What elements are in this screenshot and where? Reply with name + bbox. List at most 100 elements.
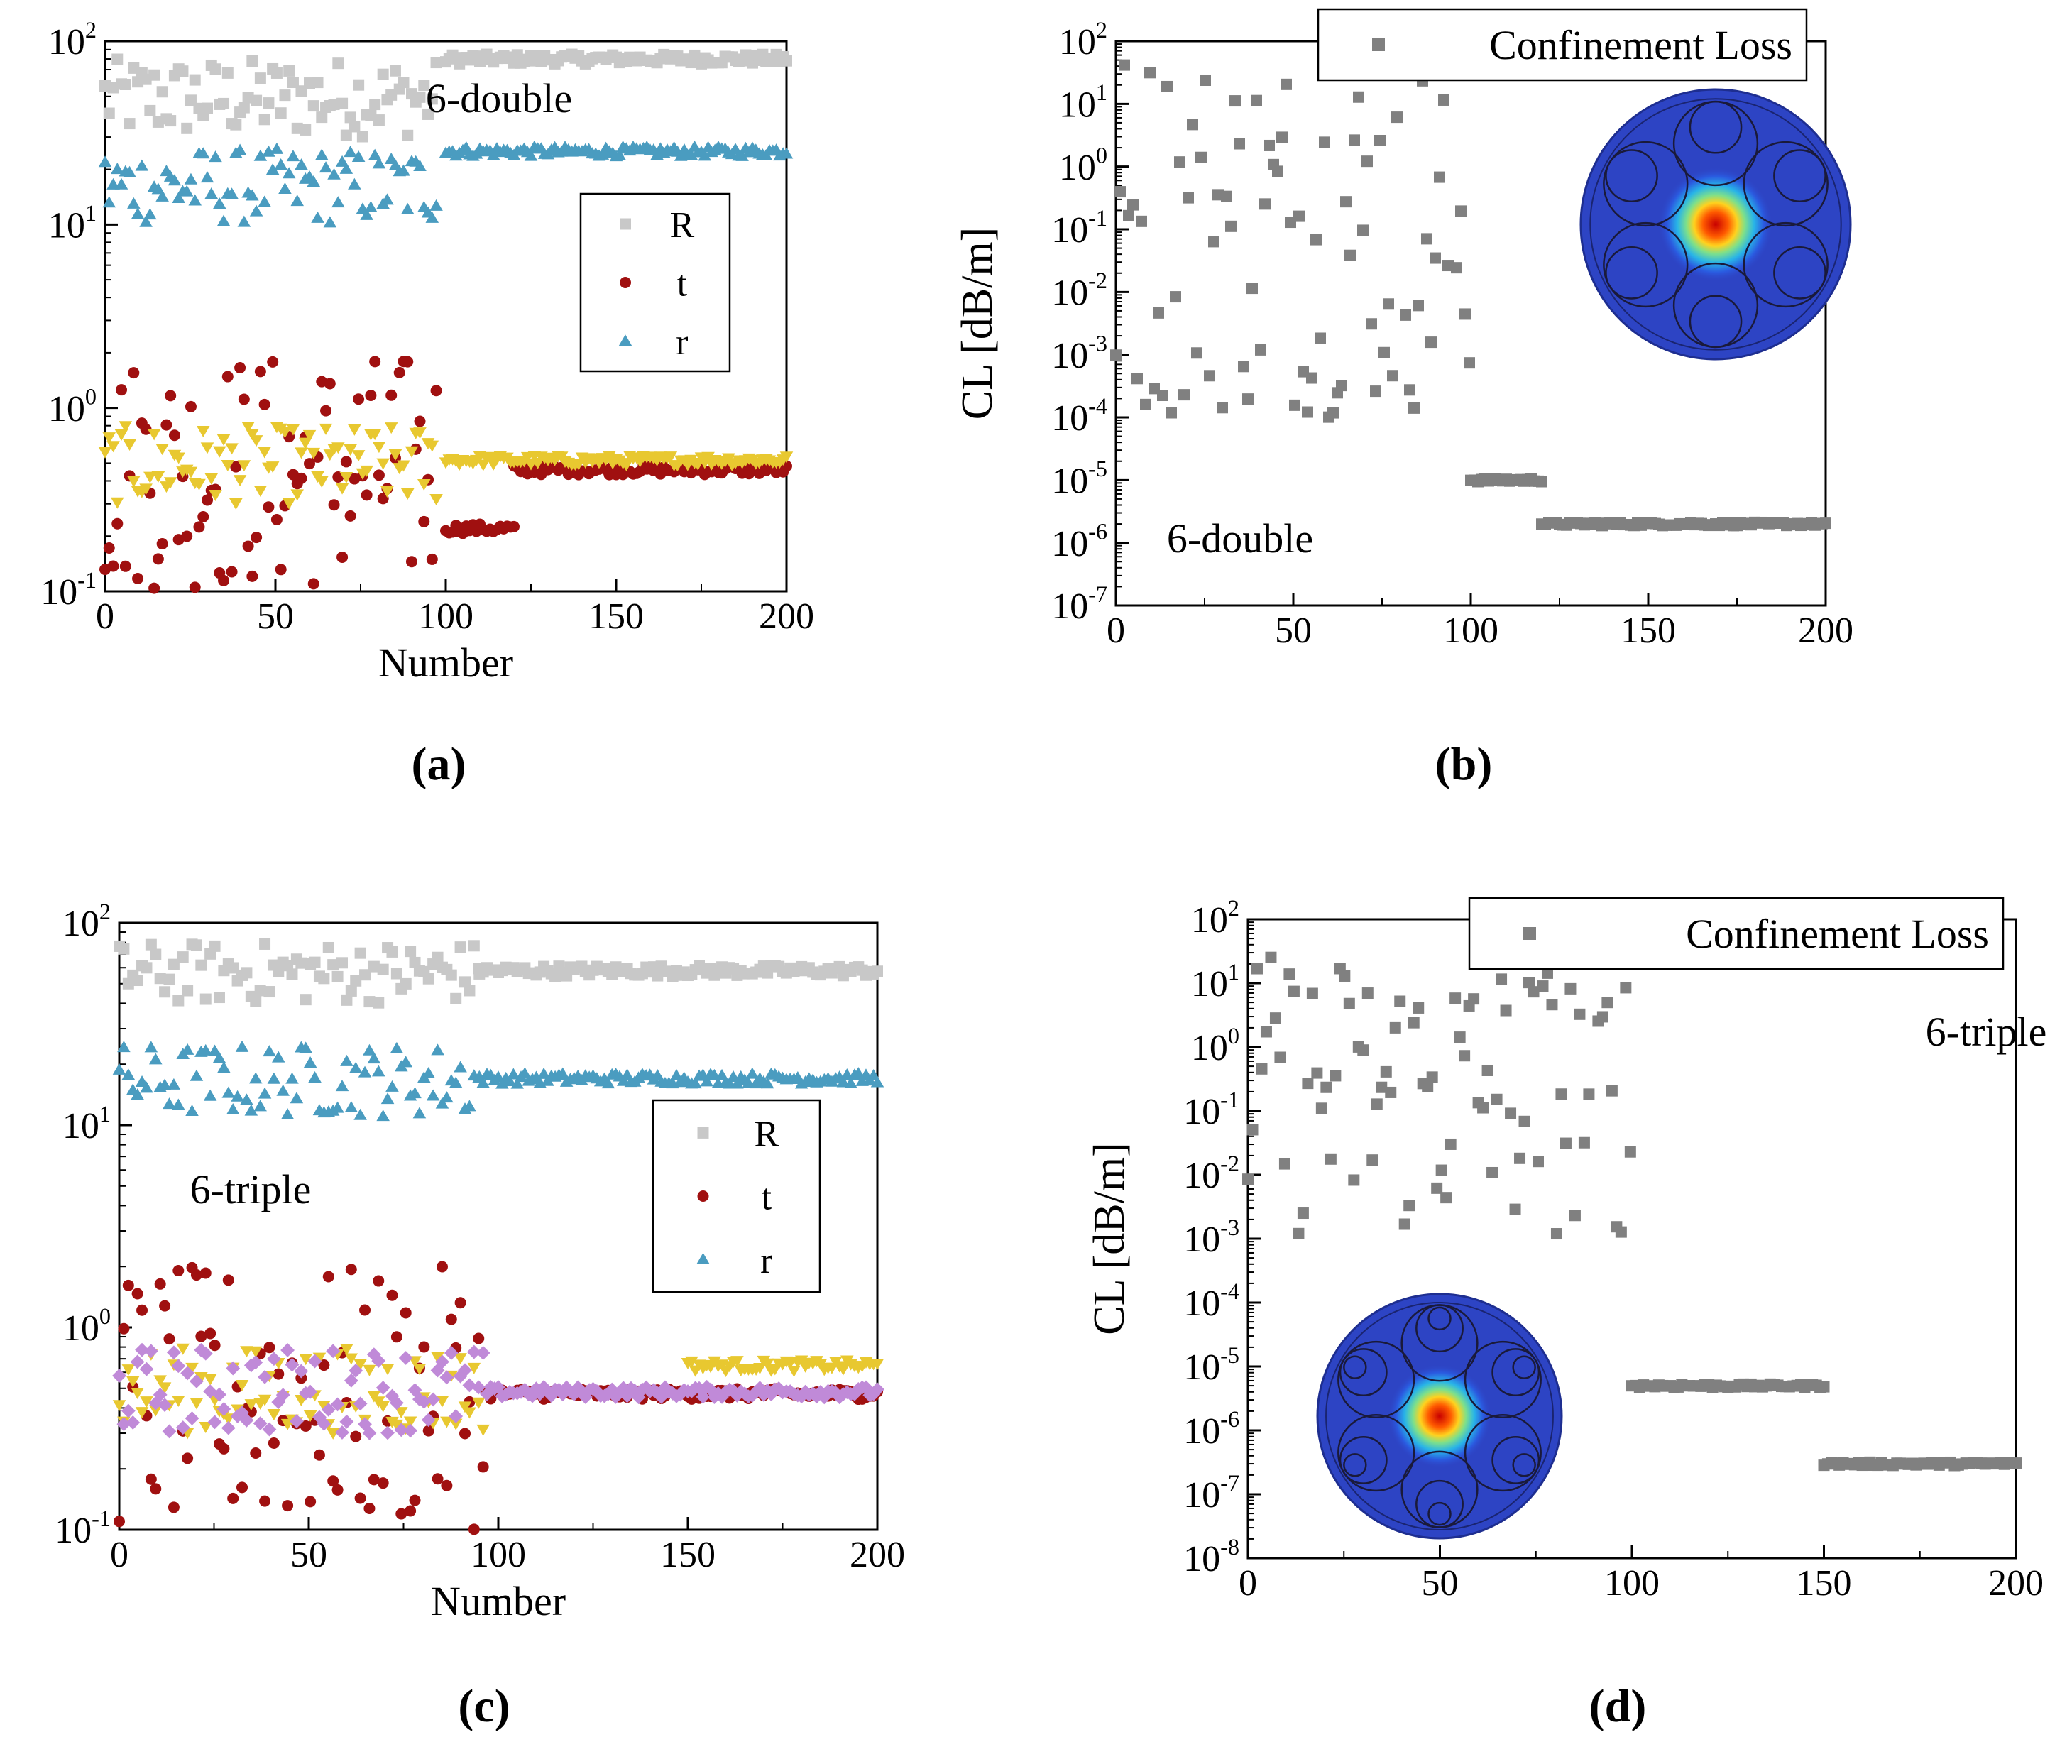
x-tick-label: 0: [1239, 1563, 1257, 1604]
data-point: [1327, 407, 1339, 419]
x-tick-label: 200: [1988, 1563, 2044, 1604]
data-point: [308, 1071, 322, 1083]
data-point: [403, 1416, 417, 1428]
data-point: [235, 1380, 249, 1392]
data-point: [340, 1344, 353, 1356]
data-point: [246, 55, 258, 67]
data-point: [1348, 1174, 1360, 1186]
data-point: [114, 177, 128, 190]
data-point: [389, 1396, 404, 1410]
legend-label: R: [754, 1114, 779, 1155]
caption: (a): [412, 738, 466, 790]
data-point: [165, 115, 177, 127]
data-point: [153, 1387, 168, 1402]
y-tick-label: 10-1: [55, 1506, 111, 1551]
data-point: [154, 973, 166, 985]
data-point: [330, 1397, 345, 1412]
data-point: [354, 1492, 366, 1504]
data-point: [176, 1343, 190, 1355]
data-point: [317, 1416, 331, 1431]
data-point: [185, 400, 197, 412]
data-point: [376, 1401, 390, 1413]
data-point: [1251, 94, 1262, 106]
data-point: [339, 1414, 354, 1429]
data-point: [253, 1100, 267, 1112]
data-point: [163, 973, 175, 985]
data-point: [245, 1406, 257, 1418]
data-point: [1477, 1102, 1489, 1114]
data-point: [241, 967, 253, 979]
data-point: [373, 114, 385, 126]
data-point: [102, 432, 116, 444]
data-point: [286, 150, 300, 162]
data-point: [362, 1425, 377, 1440]
data-point: [135, 1342, 149, 1357]
data-point: [263, 986, 275, 998]
data-point: [163, 1333, 175, 1345]
data-point: [144, 104, 156, 116]
data-point: [1242, 393, 1254, 405]
data-point: [300, 1420, 312, 1432]
data-point: [377, 1477, 389, 1489]
y-tick-label: 10-3: [1183, 1215, 1239, 1260]
legend-marker: [697, 1190, 709, 1202]
data-point: [209, 63, 221, 75]
data-point: [463, 1100, 476, 1112]
data-point: [468, 940, 480, 952]
data-point: [418, 80, 430, 92]
data-point: [147, 429, 161, 441]
data-point: [380, 1364, 395, 1376]
data-point: [282, 498, 296, 510]
data-point: [309, 956, 321, 968]
data-point: [870, 1359, 884, 1371]
data-point: [341, 994, 353, 1006]
data-point: [418, 1341, 430, 1353]
data-point: [1514, 1152, 1526, 1164]
x-tick-label: 0: [1107, 610, 1125, 651]
y-tick-label: 10-5: [1051, 456, 1107, 501]
data-point: [198, 1346, 213, 1361]
data-point: [1281, 78, 1292, 90]
data-point: [376, 458, 390, 470]
data-point: [471, 1380, 486, 1395]
data-point: [254, 366, 266, 378]
data-point: [696, 1389, 711, 1404]
data-point: [233, 143, 247, 155]
data-point: [209, 1340, 221, 1352]
data-point: [1306, 372, 1317, 384]
data-point: [1288, 985, 1300, 997]
data-point: [140, 1081, 153, 1093]
data-point: [1383, 298, 1394, 310]
data-point: [395, 1407, 408, 1419]
data-point: [390, 1419, 404, 1431]
data-point: [1217, 402, 1228, 414]
data-point: [241, 422, 255, 434]
data-point: [143, 208, 157, 220]
series-R: [99, 48, 792, 143]
data-point: [122, 1279, 134, 1291]
data-point: [1366, 1154, 1378, 1166]
data-point: [358, 1417, 372, 1432]
y-tick-label: 100: [1191, 1023, 1239, 1068]
data-point: [289, 1414, 304, 1428]
data-point: [345, 985, 357, 997]
data-point: [254, 72, 266, 84]
data-point: [1293, 1227, 1305, 1239]
data-point: [608, 1389, 623, 1404]
data-point: [1131, 373, 1143, 385]
data-point: [348, 424, 361, 436]
data-point: [794, 1389, 809, 1404]
data-point: [1297, 1207, 1309, 1220]
data-point: [1319, 136, 1330, 148]
data-point: [221, 371, 234, 383]
data-point: [872, 965, 883, 977]
y-tick-label: 10-1: [1183, 1087, 1239, 1132]
data-point: [360, 208, 373, 220]
data-point: [430, 57, 442, 69]
data-point: [253, 1416, 268, 1431]
data-point: [111, 163, 124, 175]
data-point: [344, 510, 356, 522]
data-point: [327, 959, 339, 971]
data-point: [1387, 370, 1398, 382]
data-point: [1221, 190, 1232, 202]
